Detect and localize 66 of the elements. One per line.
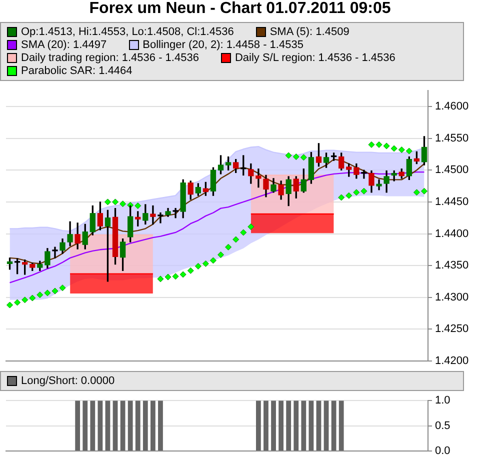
point [210, 257, 216, 264]
candlestick [158, 212, 164, 224]
legend-label: Bollinger (20, 2): 1.4458 - 1.4535 [142, 39, 304, 51]
y-tick-label: 1.4350 [435, 260, 469, 272]
point [180, 271, 186, 278]
point [292, 154, 300, 160]
point [59, 284, 66, 292]
point [104, 198, 111, 206]
point [36, 292, 44, 298]
y-tick-label: 1.4200 [435, 355, 469, 368]
point [29, 294, 36, 302]
y-tick-label: 1.4550 [435, 132, 469, 144]
point [172, 273, 179, 280]
point [376, 141, 382, 148]
point [52, 288, 58, 294]
point [398, 146, 405, 154]
candlestick [52, 246, 58, 258]
legend-label: Daily trading region: 1.4536 - 1.4536 [21, 52, 199, 64]
point [14, 299, 21, 306]
point [338, 194, 345, 201]
point [353, 189, 360, 196]
y-tick-label: 1.0 [435, 394, 450, 407]
point [368, 141, 375, 148]
point [390, 145, 398, 152]
point [120, 200, 126, 208]
point [134, 202, 142, 210]
point [218, 252, 224, 258]
y-tick-label: 1.4250 [435, 323, 469, 336]
y-tick-label: 1.4450 [435, 196, 469, 208]
candlestick [172, 208, 178, 218]
y-tick-label: 1.4300 [435, 291, 469, 304]
point [112, 198, 119, 206]
point [6, 302, 14, 308]
point [240, 229, 247, 236]
y-tick-label: 1.4400 [435, 228, 469, 240]
y-tick-label: 1.4600 [435, 100, 469, 113]
point [248, 224, 254, 230]
point [285, 152, 292, 159]
chart-title: Forex um Neun - Chart 01.07.2011 09:05 [88, 0, 392, 19]
point [202, 260, 209, 267]
point [413, 189, 420, 196]
point [346, 192, 352, 199]
point [194, 262, 202, 270]
legend-label: Parabolic SAR: 1.4464 [21, 65, 132, 77]
point [157, 276, 164, 282]
legend-label: Daily S/L region: 1.4536 - 1.4536 [234, 52, 396, 64]
point [164, 274, 172, 280]
point [22, 296, 28, 304]
point [420, 188, 428, 194]
legend-label: SMA (20): 1.4497 [21, 39, 107, 51]
y-tick-label: 0.0 [435, 445, 450, 457]
point [225, 244, 232, 250]
point [360, 188, 368, 194]
y-tick-label: 1.4500 [435, 164, 469, 176]
candlestick [256, 168, 262, 188]
point [406, 148, 412, 154]
point [187, 267, 194, 274]
legend-label: Op:1.4513, Hi:1.4553, Lo:1.4508, Cl:1.4536 [21, 26, 234, 38]
legend-label: SMA (5): 1.4509 [270, 26, 350, 38]
y-tick-label: 0.5 [435, 420, 450, 432]
legend-label: Long/Short: 0.0000 [21, 375, 115, 387]
point [300, 154, 307, 161]
candlestick [361, 170, 367, 179]
point [383, 142, 390, 150]
point [232, 236, 240, 243]
point [44, 290, 51, 296]
